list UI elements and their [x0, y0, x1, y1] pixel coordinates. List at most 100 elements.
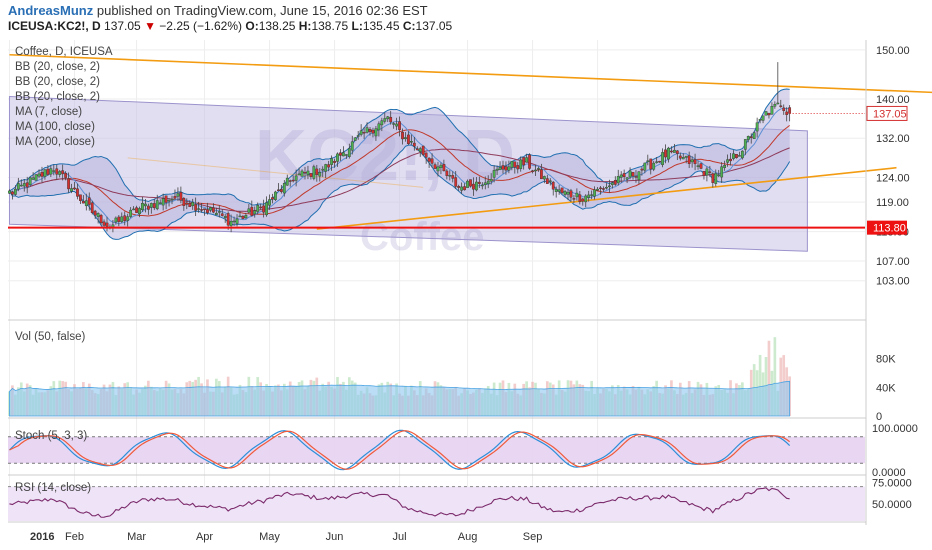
candle-body [575, 192, 579, 198]
candle-body [749, 136, 753, 138]
high-label: H: [298, 19, 312, 33]
candle-body [690, 159, 694, 163]
candle-body [176, 193, 180, 197]
candle-body [61, 170, 65, 175]
candle-body [587, 194, 591, 198]
candle-body [746, 136, 750, 140]
candle-body [49, 168, 53, 175]
candle-body [362, 132, 366, 134]
price-label-text: 137.05 [873, 108, 907, 120]
low-value: 135.45 [362, 19, 400, 33]
candle-body [146, 205, 150, 210]
candle-body [309, 173, 313, 177]
candle-body [173, 196, 177, 199]
candle-body [534, 169, 537, 172]
candle-body [404, 137, 407, 140]
down-arrow-icon: ▼ [144, 19, 156, 33]
candle-body [593, 189, 596, 197]
candle-body [596, 188, 599, 191]
candle-body [602, 188, 605, 190]
price-label-box [866, 105, 908, 121]
stochastic-pane: Stoch (5, 3, 3) [8, 429, 865, 471]
rsi-band-fill [8, 486, 865, 521]
bollinger-band-fill [9, 89, 790, 240]
candle-body [58, 171, 62, 175]
open-value: 138.25 [258, 19, 296, 33]
candle-body [475, 181, 478, 191]
candle-body [445, 170, 449, 176]
candle-body [528, 154, 531, 169]
candle-body [501, 165, 505, 170]
price-tick-label: 103.00 [876, 276, 910, 288]
candle-body [738, 155, 741, 157]
author-link[interactable]: AndreasMunz [8, 3, 94, 18]
candle-body [522, 157, 526, 166]
candle-body [11, 191, 14, 195]
candle-body [226, 213, 230, 226]
candle-body [344, 154, 348, 156]
candle-body [79, 194, 82, 201]
candle-body [259, 206, 263, 209]
publish-line: AndreasMunz published on TradingView.com… [8, 3, 428, 18]
price-tick-label: 132.00 [876, 133, 910, 145]
candle-body [158, 202, 162, 204]
candle-body [93, 210, 97, 216]
candle-body [439, 164, 443, 168]
symbol-label: ICEUSA:KC2!, D [8, 19, 101, 33]
price-tick-label: 124.00 [876, 173, 910, 185]
candle-body [324, 164, 328, 172]
candle-body [55, 168, 59, 175]
support-trendline [316, 166, 897, 230]
candle-body [318, 172, 322, 177]
candle-body [755, 122, 759, 132]
candle-body [699, 163, 703, 169]
candle-body [315, 168, 319, 176]
candle-body [643, 162, 647, 171]
candle-body [135, 207, 138, 213]
candle-body [740, 150, 744, 159]
candle-body [767, 113, 771, 116]
candle-body [37, 173, 41, 177]
candle-body [531, 170, 534, 172]
candle-body [229, 220, 233, 227]
legend-entry: BB (20, close, 2) [15, 91, 100, 103]
candle-body [277, 189, 280, 192]
candle-body [732, 153, 735, 159]
quote-line: ICEUSA:KC2!, D 137.05 ▼ −2.25 (−1.62%) O… [8, 19, 452, 33]
candle-body [123, 215, 127, 221]
candles [8, 62, 792, 233]
candle-body [525, 157, 529, 163]
candle-body [188, 203, 192, 208]
candle-body [412, 142, 416, 147]
candle-body [374, 128, 378, 137]
candle-body [214, 212, 218, 216]
legend-entry: BB (20, close, 2) [15, 76, 100, 88]
candle-body [693, 159, 697, 165]
candle-body [664, 149, 667, 158]
rsi-tick-label: 75.0000 [872, 477, 912, 489]
stoch-d-line [9, 430, 790, 470]
high-value: 138.75 [311, 19, 349, 33]
candle-body [265, 202, 268, 216]
candle-body [185, 202, 189, 205]
candle-body [519, 159, 523, 169]
candle-body [253, 210, 257, 215]
candle-body [631, 172, 635, 177]
candle-body [480, 184, 484, 187]
candle-body [752, 132, 756, 140]
candle-body [182, 198, 186, 206]
candle-body [424, 152, 428, 158]
candle-body [696, 165, 700, 167]
rsi-tick-label: 50.0000 [872, 499, 912, 511]
candle-body [495, 168, 499, 171]
candle-body [776, 102, 780, 105]
candle-body [81, 200, 85, 204]
candle-body [430, 158, 434, 164]
candle-body [451, 175, 455, 179]
close-value: 137.05 [415, 19, 453, 33]
candle-body [250, 206, 254, 216]
candle-body [418, 148, 422, 152]
candle-body [513, 161, 517, 168]
candle-body [22, 183, 26, 187]
